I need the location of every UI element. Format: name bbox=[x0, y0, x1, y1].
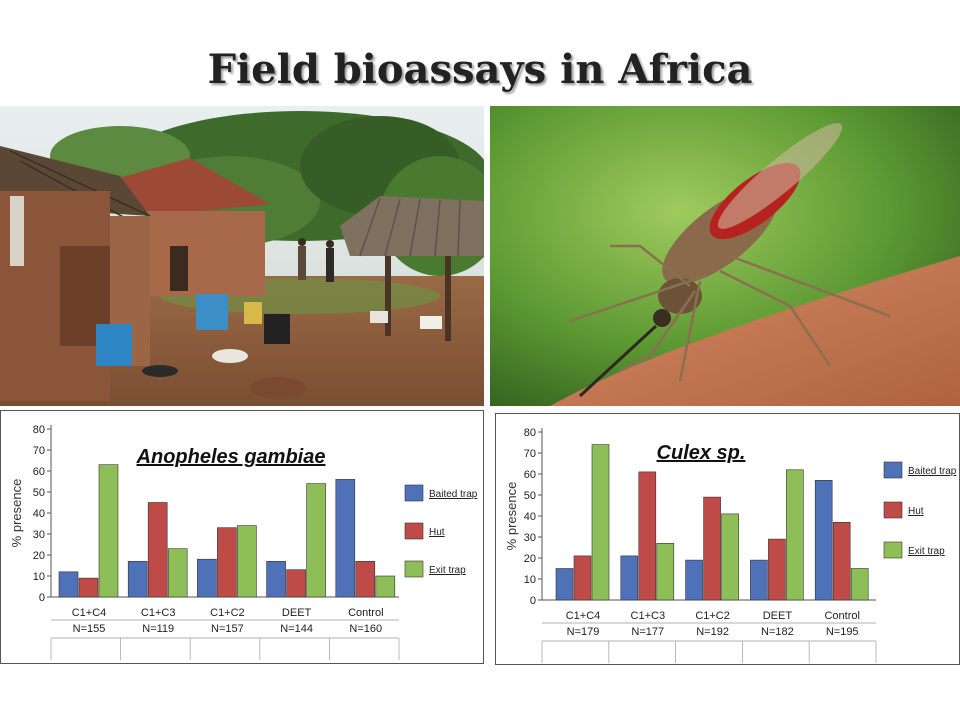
bar-hut-4 bbox=[355, 561, 376, 598]
category-label: DEET bbox=[763, 610, 793, 622]
anopheles-chart: % presence 0 10 20 30 40 50 60 70 80 C1+C4 N=155 C1+… bbox=[9, 424, 478, 660]
sample-size-label: N=179 bbox=[567, 626, 600, 638]
category-label: Control bbox=[824, 610, 859, 622]
y-tick-label: 70 bbox=[524, 448, 536, 460]
category-label: Control bbox=[348, 607, 383, 619]
anopheles-chart-panel: % presence 0 10 20 30 40 50 60 70 80 C1+C4 N=155 C1+… bbox=[0, 410, 484, 664]
bar-exit_trap-3 bbox=[306, 483, 326, 598]
legend-label-baited_trap: Baited trap bbox=[429, 489, 478, 500]
bar-hut-0 bbox=[573, 555, 592, 601]
bar-baited_trap-2 bbox=[685, 559, 703, 601]
category-label: C1+C2 bbox=[695, 610, 730, 622]
y-axis-label: % presence bbox=[9, 479, 24, 548]
y-tick-label: 50 bbox=[524, 490, 536, 502]
legend-swatch-baited_trap bbox=[404, 484, 424, 502]
bar-baited_trap-3 bbox=[750, 559, 768, 601]
y-tick-label: 20 bbox=[524, 553, 536, 565]
bar-exit_trap-1 bbox=[167, 548, 188, 598]
y-tick-label: 0 bbox=[39, 592, 45, 604]
y-tick-label: 40 bbox=[33, 508, 45, 520]
category-label: C1+C3 bbox=[631, 610, 666, 622]
bar-hut-3 bbox=[768, 538, 786, 601]
bar-hut-4 bbox=[832, 522, 851, 601]
bar-hut-3 bbox=[286, 569, 306, 598]
y-axis-label: % presence bbox=[504, 482, 519, 551]
legend-swatch-hut bbox=[404, 522, 424, 540]
bar-baited_trap-2 bbox=[197, 558, 217, 598]
y-tick-label: 50 bbox=[33, 487, 45, 499]
sample-size-label: N=195 bbox=[826, 626, 859, 638]
y-tick-label: 40 bbox=[524, 511, 536, 523]
culex-chart-panel: % presence 0 10 20 30 40 50 60 70 80 C1+C4 N=179 C1+… bbox=[495, 413, 960, 665]
bar-exit_trap-0 bbox=[98, 464, 119, 598]
y-tick-label: 30 bbox=[524, 532, 536, 544]
bar-hut-1 bbox=[147, 502, 168, 598]
y-tick-label: 70 bbox=[33, 445, 45, 457]
bar-baited_trap-4 bbox=[335, 479, 356, 598]
sample-size-label: N=144 bbox=[280, 623, 313, 635]
bar-hut-2 bbox=[703, 496, 721, 601]
legend-label-exit_trap: Exit trap bbox=[429, 565, 466, 576]
mosquito-photo bbox=[490, 106, 960, 406]
y-tick-label: 60 bbox=[33, 466, 45, 478]
bar-exit_trap-3 bbox=[786, 469, 804, 601]
y-tick-label: 10 bbox=[524, 574, 536, 586]
bar-exit_trap-2 bbox=[237, 525, 257, 598]
sample-size-label: N=119 bbox=[142, 623, 174, 635]
sample-size-label: N=157 bbox=[211, 623, 244, 635]
bar-hut-2 bbox=[217, 527, 237, 598]
bar-exit_trap-4 bbox=[850, 568, 869, 601]
bar-exit_trap-0 bbox=[591, 444, 610, 601]
bar-hut-1 bbox=[638, 471, 657, 601]
sample-size-label: N=182 bbox=[761, 626, 794, 638]
bar-exit_trap-4 bbox=[375, 575, 396, 598]
sample-size-label: N=160 bbox=[349, 623, 382, 635]
bar-baited_trap-1 bbox=[620, 555, 639, 601]
bar-exit_trap-2 bbox=[721, 513, 739, 601]
legend-label-hut: Hut bbox=[908, 506, 924, 517]
y-tick-label: 10 bbox=[33, 571, 45, 583]
y-tick-label: 80 bbox=[33, 424, 45, 436]
bar-baited_trap-4 bbox=[814, 480, 833, 601]
category-label: C1+C4 bbox=[72, 607, 107, 619]
bar-baited_trap-1 bbox=[127, 561, 148, 598]
y-tick-label: 80 bbox=[524, 427, 536, 439]
category-label: C1+C3 bbox=[141, 607, 176, 619]
sample-size-label: N=177 bbox=[631, 626, 664, 638]
bar-exit_trap-1 bbox=[656, 543, 675, 601]
category-label: DEET bbox=[282, 607, 312, 619]
chart-title: Culex sp. bbox=[657, 442, 746, 464]
bar-hut-0 bbox=[78, 577, 99, 598]
legend-label-exit_trap: Exit trap bbox=[908, 546, 945, 557]
legend-label-baited_trap: Baited trap bbox=[908, 466, 957, 477]
sample-size-label: N=155 bbox=[73, 623, 106, 635]
culex-chart: % presence 0 10 20 30 40 50 60 70 80 C1+C4 N=179 C1+… bbox=[504, 427, 957, 663]
legend-swatch-exit_trap bbox=[404, 560, 424, 578]
slide-title: Field bioassays in Africa bbox=[207, 46, 753, 93]
y-tick-label: 60 bbox=[524, 469, 536, 481]
legend-label-hut: Hut bbox=[429, 527, 445, 538]
category-label: C1+C4 bbox=[566, 610, 601, 622]
bar-baited_trap-0 bbox=[555, 568, 574, 601]
village-photo bbox=[0, 106, 484, 406]
y-tick-label: 0 bbox=[530, 595, 536, 607]
y-tick-label: 30 bbox=[33, 529, 45, 541]
legend-swatch-baited_trap bbox=[883, 461, 903, 479]
category-label: C1+C2 bbox=[210, 607, 245, 619]
legend-swatch-exit_trap bbox=[883, 541, 903, 559]
y-tick-label: 20 bbox=[33, 550, 45, 562]
chart-title: Anopheles gambiae bbox=[136, 446, 326, 468]
sample-size-label: N=192 bbox=[696, 626, 729, 638]
legend-swatch-hut bbox=[883, 501, 903, 519]
bar-baited_trap-3 bbox=[266, 561, 286, 598]
bar-baited_trap-0 bbox=[58, 571, 79, 598]
